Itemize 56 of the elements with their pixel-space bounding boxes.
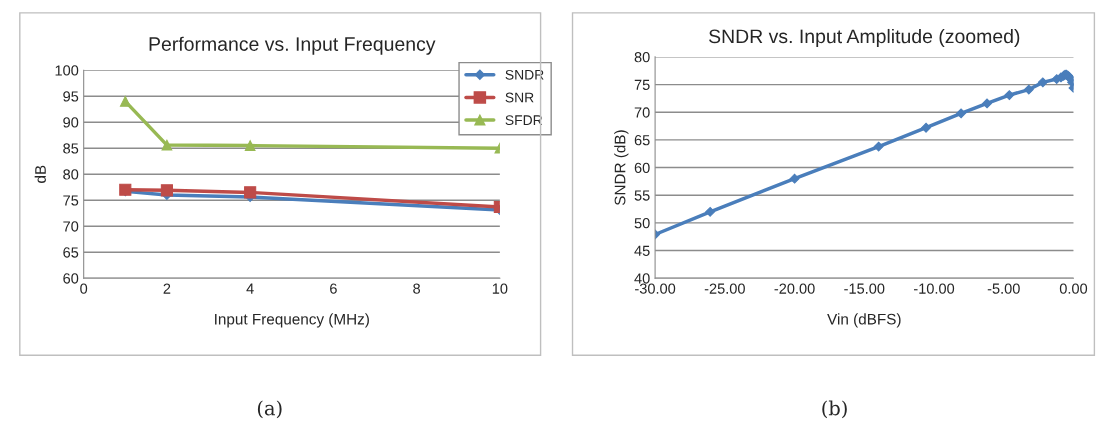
- x-tick-label: -30.00: [635, 283, 676, 294]
- y-tick-label: 70: [63, 221, 79, 232]
- y-tick-label: 65: [63, 247, 79, 258]
- point: [160, 184, 173, 197]
- y-tick-label: 80: [634, 52, 650, 63]
- point: [161, 139, 173, 151]
- point: [1004, 90, 1015, 101]
- y-tick-label: 75: [63, 195, 79, 206]
- y-tick-label: 50: [634, 217, 650, 229]
- point: [119, 96, 131, 107]
- point: [1037, 77, 1048, 88]
- y-tick-label: 70: [634, 107, 650, 118]
- y-tick-label: 85: [63, 143, 79, 154]
- y-tick-label: 40: [634, 273, 650, 284]
- x-tick-label: 8: [413, 283, 421, 294]
- y-axis-title: SNDR (dB): [614, 130, 629, 206]
- x-tick-label: 0: [80, 283, 88, 294]
- x-tick-label: -20.00: [774, 283, 815, 294]
- point: [705, 206, 716, 217]
- y-tick-label: 60: [634, 162, 650, 173]
- x-tick-label: 0.00: [1059, 283, 1088, 294]
- y-tick-label: 80: [63, 169, 79, 180]
- chart-title: Performance vs. Input Frequency: [149, 36, 436, 55]
- x-tick-label: -5.00: [987, 283, 1020, 294]
- x-axis-title: Vin (dBFS): [827, 313, 901, 328]
- x-tick-label: 4: [246, 283, 254, 294]
- y-tick-label: 45: [634, 245, 650, 256]
- point: [982, 98, 992, 109]
- y-tick-label: 65: [634, 135, 650, 146]
- y-tick-label: 55: [634, 190, 650, 201]
- point: [244, 140, 256, 151]
- x-tick-label: -25.00: [704, 283, 745, 294]
- point: [873, 141, 884, 152]
- legend-label: SFDR: [505, 115, 543, 126]
- x-tick-label: 6: [330, 283, 337, 294]
- text: (b): [822, 400, 847, 419]
- y-tick-label: 60: [63, 273, 79, 284]
- point: [789, 173, 800, 184]
- y-tick-label: 100: [55, 65, 79, 76]
- legend-label: SNDR: [505, 69, 544, 80]
- y-tick-label: 95: [63, 91, 79, 102]
- point: [1023, 84, 1034, 95]
- x-tick-label: 10: [492, 283, 508, 294]
- point: [921, 122, 931, 133]
- point: [956, 108, 967, 119]
- x-tick-label: -15.00: [844, 283, 885, 294]
- point: [244, 186, 257, 199]
- x-tick-label: -10.00: [913, 283, 955, 294]
- x-tick-label: 2: [163, 283, 171, 294]
- legend-label: SNR: [505, 92, 534, 103]
- chart-title: SNDR vs. Input Amplitude (zoomed): [709, 28, 1020, 48]
- y-tick-label: 90: [63, 117, 79, 128]
- x-axis-title: Input Frequency (MHz): [215, 313, 369, 328]
- y-tick-label: 75: [634, 79, 650, 91]
- text: (a): [257, 400, 282, 419]
- y-axis-title: dB: [34, 165, 46, 183]
